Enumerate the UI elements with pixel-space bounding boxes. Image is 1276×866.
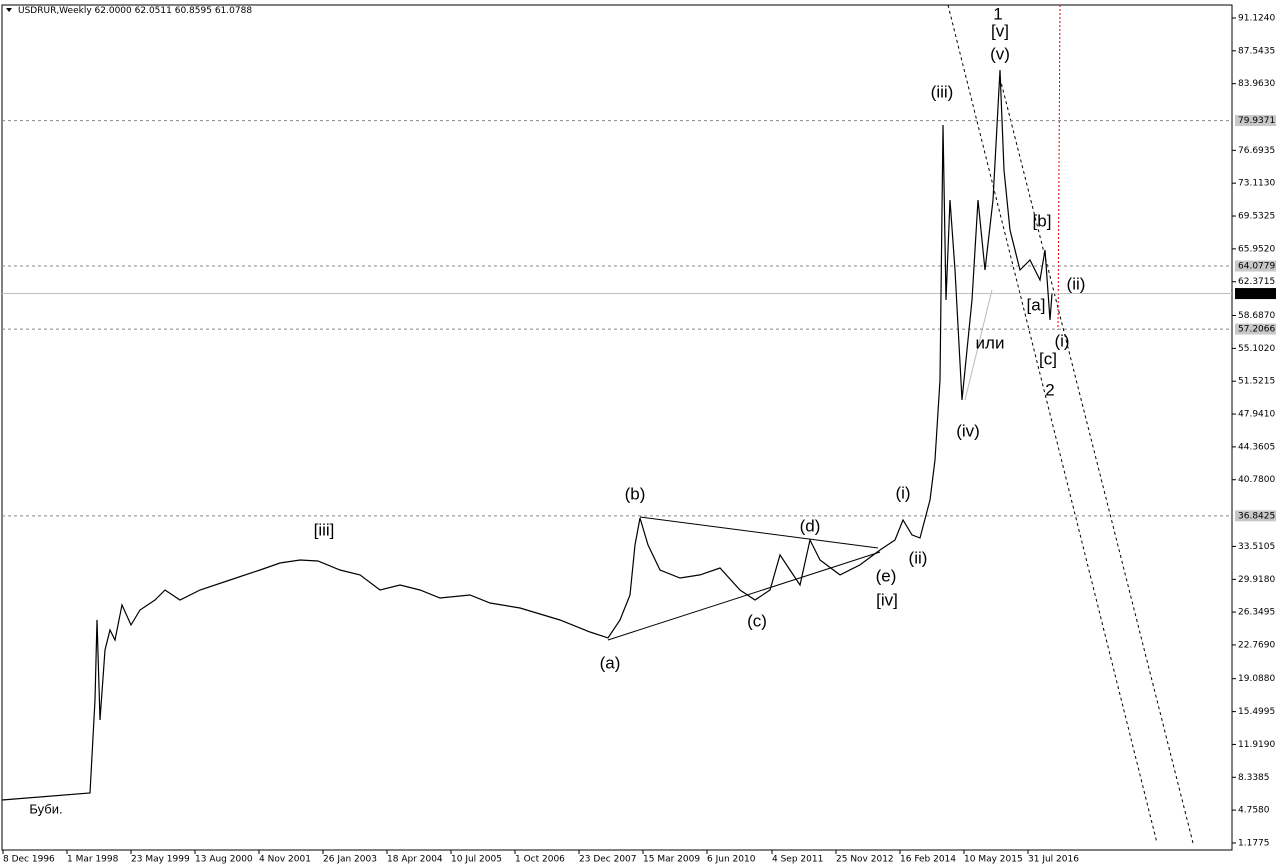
open: 62.0000	[95, 6, 132, 16]
y-tick-label: 22.7690	[1238, 640, 1275, 650]
x-tick-label: 1 Oct 2006	[515, 855, 565, 865]
y-tick-label: 40.7800	[1238, 475, 1275, 485]
chart-title: USDRUR,Weekly 62.0000 62.0511 60.8595 61…	[18, 6, 252, 16]
high: 62.0511	[135, 6, 172, 16]
y-tick-label: 44.3605	[1238, 442, 1275, 452]
wave-label: (i)	[1054, 331, 1069, 350]
wave-label: или	[976, 333, 1005, 352]
x-tick-label: 18 Apr 2004	[387, 855, 443, 865]
y-tick-label: 55.1020	[1238, 344, 1275, 354]
price-label: 61.0788	[1238, 289, 1275, 299]
y-tick-label: 51.5215	[1238, 377, 1275, 387]
y-tick-label: 62.3715	[1238, 277, 1275, 287]
y-tick-label: 8.3385	[1238, 773, 1270, 783]
wave-label: [iv]	[876, 590, 898, 609]
low: 60.8595	[175, 6, 212, 16]
y-tick-label: 4.7580	[1238, 806, 1270, 816]
wave-label: [v]	[991, 21, 1009, 40]
wave-label: (iii)	[931, 82, 954, 101]
level-label-box	[1235, 260, 1276, 272]
level-label: 57.2066	[1238, 325, 1275, 335]
y-tick-label: 1.1775	[1238, 838, 1270, 848]
x-tick-label: 23 May 1999	[131, 855, 190, 865]
wave-label: (v)	[990, 44, 1010, 63]
x-tick-label: 10 Jul 2005	[451, 855, 502, 865]
price-label-box	[1235, 288, 1276, 300]
y-tick-label: 65.9520	[1238, 244, 1275, 254]
y-tick-label: 29.9180	[1238, 575, 1275, 585]
symbol: USDRUR,Weekly	[18, 6, 92, 16]
wave-label: (e)	[876, 566, 897, 585]
level-label: 36.8425	[1238, 511, 1275, 521]
level-label-box	[1235, 115, 1276, 127]
x-tick-label: 8 Dec 1996	[3, 855, 55, 865]
wave-label: (ii)	[909, 548, 928, 567]
x-tick-label: 31 Jul 2016	[1028, 855, 1079, 865]
x-tick-label: 15 Mar 2009	[643, 855, 700, 865]
y-tick-label: 83.9630	[1238, 79, 1275, 89]
x-tick-label: 4 Nov 2001	[259, 855, 311, 865]
x-tick-label: 16 Feb 2014	[900, 855, 956, 865]
wave-label: 1	[993, 4, 1002, 23]
price-line-series	[1, 69, 1053, 801]
wave-label: (b)	[625, 484, 646, 503]
y-tick-label: 15.4995	[1238, 707, 1275, 717]
plot-frame	[1, 4, 1233, 851]
wave-label: [iii]	[314, 520, 335, 539]
wave-label: (i)	[895, 483, 910, 502]
y-tick-label: 11.9190	[1238, 740, 1275, 750]
trend-lines	[607, 4, 1194, 844]
x-tick-label: 25 Nov 2012	[836, 855, 894, 865]
wave-label: (ii)	[1067, 274, 1086, 293]
alt-line	[964, 289, 993, 401]
triangle-upper	[639, 516, 879, 549]
close: 61.0788	[215, 6, 252, 16]
level-label: 64.0779	[1238, 262, 1275, 272]
wave-label: [b]	[1033, 211, 1052, 230]
x-tick-label: 26 Jan 2003	[323, 855, 377, 865]
wave-label: [a]	[1027, 295, 1046, 314]
triangle-lower	[607, 551, 881, 641]
menu-arrow[interactable]	[6, 8, 12, 12]
wave-label: (c)	[747, 611, 767, 630]
y-tick-label: 33.5105	[1238, 542, 1275, 552]
wave-label: (d)	[800, 516, 821, 535]
y-tick-label: 19.0880	[1238, 674, 1275, 684]
x-tick-label: 10 May 2015	[964, 855, 1023, 865]
x-tick-label: 4 Sep 2011	[772, 855, 823, 865]
level-label-box	[1235, 510, 1276, 522]
x-tick-label: 13 Aug 2000	[195, 855, 253, 865]
y-tick-label: 91.1240	[1238, 13, 1275, 23]
y-tick-label: 26.3495	[1238, 608, 1275, 618]
level-label-box	[1235, 323, 1276, 335]
y-tick-label: 47.9410	[1238, 410, 1275, 420]
y-tick-label: 76.6935	[1238, 146, 1275, 156]
level-label: 79.9371	[1238, 116, 1275, 126]
x-tick-label: 1 Mar 1998	[67, 855, 119, 865]
x-tick-label: 23 Dec 2007	[579, 855, 637, 865]
wave-label: [c]	[1039, 349, 1057, 368]
wave-label: 2	[1045, 380, 1054, 399]
y-tick-label: 73.1130	[1238, 179, 1275, 189]
wave-label: Буби.	[29, 801, 62, 816]
y-tick-label: 69.5325	[1238, 212, 1275, 222]
x-tick-label: 6 Jun 2010	[707, 855, 756, 865]
y-tick-label: 87.5435	[1238, 46, 1275, 56]
y-tick-label: 58.6870	[1238, 311, 1275, 321]
wave-label: (a)	[600, 653, 621, 672]
wave-label: (iv)	[956, 421, 980, 440]
